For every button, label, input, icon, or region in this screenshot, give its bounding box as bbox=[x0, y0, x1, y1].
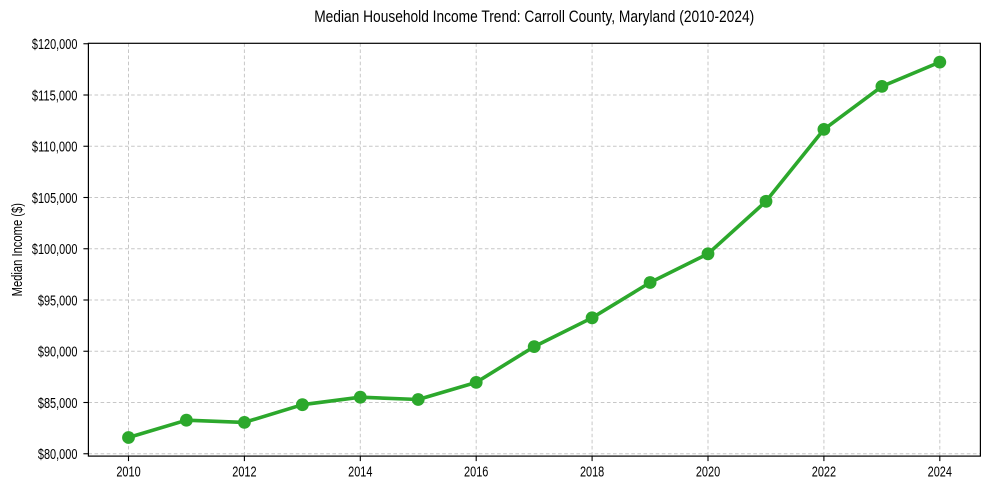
svg-text:$95,000: $95,000 bbox=[38, 292, 78, 309]
svg-text:$100,000: $100,000 bbox=[32, 241, 78, 258]
svg-text:2010: 2010 bbox=[116, 464, 140, 481]
svg-text:2012: 2012 bbox=[232, 464, 256, 481]
svg-text:$80,000: $80,000 bbox=[38, 446, 78, 463]
svg-text:2018: 2018 bbox=[580, 464, 604, 481]
svg-text:Median Income ($): Median Income ($) bbox=[9, 203, 26, 296]
svg-text:Median Household Income Trend:: Median Household Income Trend: Carroll C… bbox=[314, 7, 754, 26]
svg-text:2024: 2024 bbox=[928, 464, 952, 481]
svg-text:$85,000: $85,000 bbox=[38, 395, 78, 412]
svg-text:2014: 2014 bbox=[348, 464, 372, 481]
svg-text:2020: 2020 bbox=[696, 464, 720, 481]
svg-text:2022: 2022 bbox=[812, 464, 836, 481]
svg-text:$120,000: $120,000 bbox=[32, 36, 78, 53]
svg-text:$115,000: $115,000 bbox=[32, 87, 78, 104]
svg-text:2016: 2016 bbox=[464, 464, 488, 481]
svg-text:$110,000: $110,000 bbox=[32, 139, 78, 156]
svg-text:$90,000: $90,000 bbox=[38, 344, 78, 361]
svg-text:$105,000: $105,000 bbox=[32, 190, 78, 207]
